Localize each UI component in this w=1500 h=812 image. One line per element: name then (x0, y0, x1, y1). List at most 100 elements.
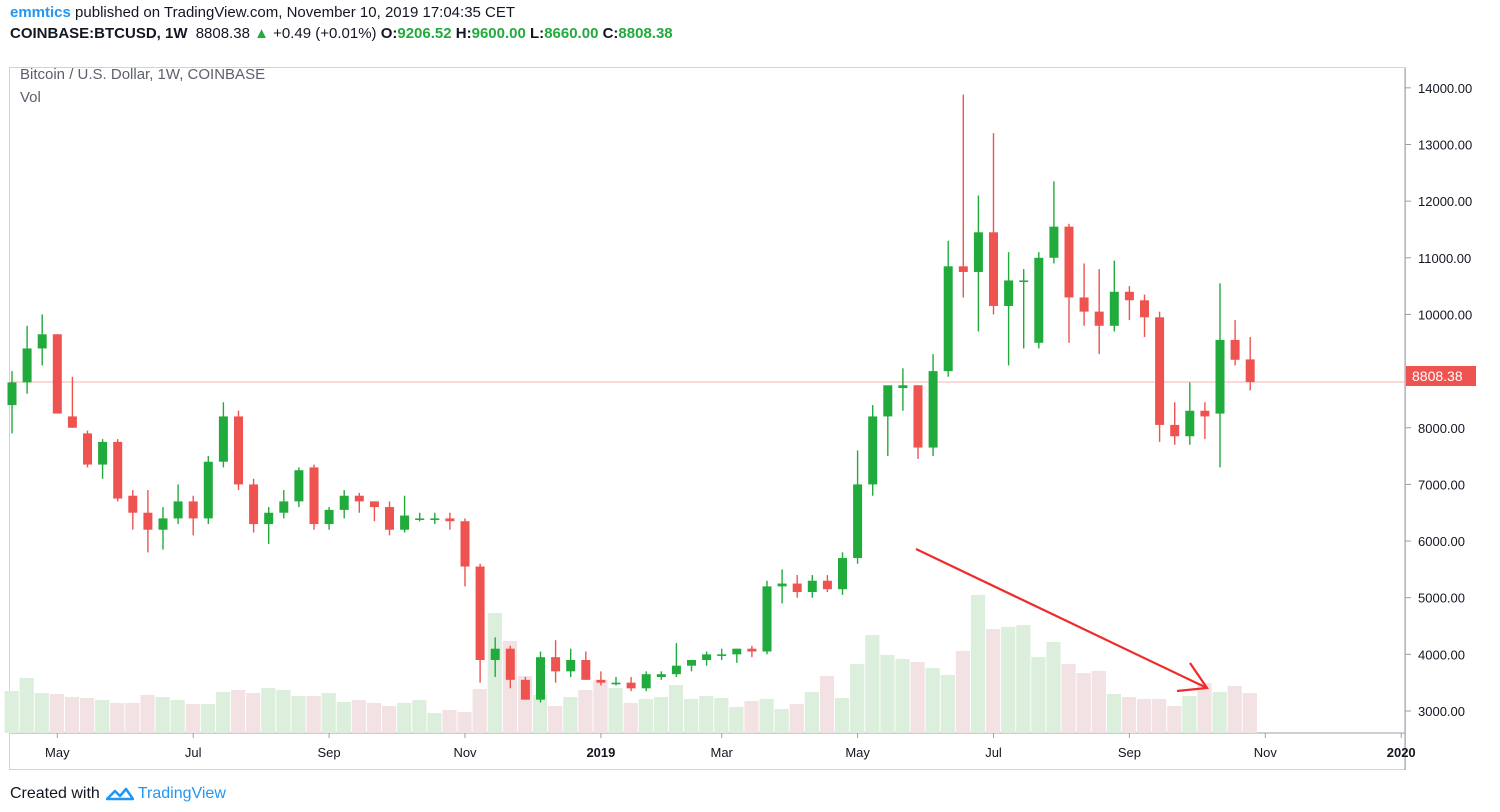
x-tick-label: Jul (985, 745, 1002, 760)
x-tick-label: 2019 (586, 745, 615, 760)
volume-bar (593, 680, 608, 733)
candle-body (83, 433, 92, 465)
candle-body (656, 674, 666, 678)
candle-body (294, 470, 304, 502)
candle-body (1019, 280, 1029, 283)
close-label: C: (602, 25, 619, 42)
candle-body (898, 385, 908, 389)
y-tick-label: 5000.00 (1418, 591, 1465, 606)
volume-bar (125, 703, 140, 733)
candle-body (717, 654, 727, 656)
volume-bar (729, 707, 744, 733)
candle-body (1124, 291, 1134, 301)
y-tick-label: 4000.00 (1418, 647, 1465, 662)
symbol-label: COINBASE:BTCUSD, 1W (10, 25, 188, 42)
tradingview-brand[interactable]: TradingView (137, 785, 226, 802)
candle-body (1094, 311, 1104, 326)
volume-bar (306, 696, 321, 733)
publish-info: emmtics published on TradingView.com, No… (10, 4, 515, 21)
volume-bar (412, 700, 427, 733)
candle-body (973, 232, 983, 272)
candle-body (596, 679, 606, 683)
volume-bar (472, 689, 487, 733)
candle-body (777, 583, 787, 587)
high-value: 9600.00 (471, 25, 526, 42)
volume-bar (1137, 699, 1152, 733)
candle-body (158, 518, 168, 530)
volume-bar (442, 710, 457, 733)
candle-body (249, 484, 259, 525)
author-link[interactable]: emmtics (10, 4, 71, 21)
candle-body (943, 266, 953, 372)
volume-bar (759, 699, 774, 733)
volume-bar (684, 699, 699, 733)
volume-bar (1212, 692, 1227, 733)
y-tick-label: 3000.00 (1418, 704, 1465, 719)
candle-body (868, 416, 878, 485)
candle-body (762, 586, 772, 652)
published-text: published on TradingView.com, November 1… (75, 4, 516, 21)
volume-bar (1016, 625, 1031, 733)
annotation-layer (915, 548, 1209, 693)
y-tick-label: 14000.00 (1418, 81, 1472, 96)
candle-body (490, 648, 500, 661)
volume-bar (110, 703, 125, 733)
candle-body (128, 495, 138, 513)
volume-bar (336, 702, 351, 733)
y-tick-label: 6000.00 (1418, 534, 1465, 549)
candle-body (1004, 280, 1014, 306)
candle-body (475, 566, 485, 661)
candle-body (354, 495, 364, 502)
candle-body (928, 371, 938, 448)
candle-body (1200, 410, 1210, 417)
volume-bar (865, 635, 880, 733)
volume-bar (835, 698, 850, 733)
volume-bar (276, 690, 291, 733)
chart-title: Bitcoin / U.S. Dollar, 1W, COINBASE (20, 66, 266, 83)
volume-bar (895, 659, 910, 733)
volume-bar (955, 651, 970, 733)
volume-bar (231, 690, 246, 733)
candle-body (641, 674, 651, 689)
x-tick-label: 2020 (1387, 745, 1416, 760)
candle-body (1230, 339, 1240, 360)
volume-bar (246, 693, 261, 733)
volume-bar (925, 668, 940, 733)
x-tick-label: Nov (453, 745, 477, 760)
x-tick-label: Sep (318, 745, 341, 760)
volume-bar (986, 629, 1001, 733)
candle-body (989, 232, 998, 306)
candle-body (309, 467, 319, 525)
y-tick-label: 8000.00 (1418, 421, 1465, 436)
candle-body (1079, 297, 1089, 312)
volume-bar (668, 685, 684, 733)
volume-bar (638, 699, 653, 733)
x-tick-label: May (845, 745, 870, 760)
volume-bar (1076, 673, 1091, 733)
volume-bar (19, 678, 34, 733)
candle-body (52, 334, 62, 414)
candle-body (702, 654, 712, 661)
x-tick-label: May (45, 745, 70, 760)
candle-body (460, 521, 470, 567)
candle-body (626, 682, 636, 689)
y-tick-label: 11000.00 (1418, 251, 1471, 266)
volume-bar (1167, 706, 1182, 733)
x-tick-label: Sep (1118, 745, 1141, 760)
candle-body (22, 348, 32, 383)
volume-bar (321, 693, 336, 733)
volume-bar (774, 709, 789, 733)
volume-bar (714, 698, 729, 733)
candle-body (1064, 226, 1074, 298)
created-with-text: Created with (10, 785, 100, 802)
candle-body (400, 515, 410, 530)
volume-bar (608, 688, 623, 733)
volume-bar (819, 676, 835, 733)
volume-bar (170, 700, 185, 733)
candle-body (958, 266, 968, 272)
volume-bar (1001, 627, 1016, 733)
candle-body (732, 648, 742, 655)
volume-bar (1182, 696, 1197, 733)
volume-bar (351, 700, 366, 733)
